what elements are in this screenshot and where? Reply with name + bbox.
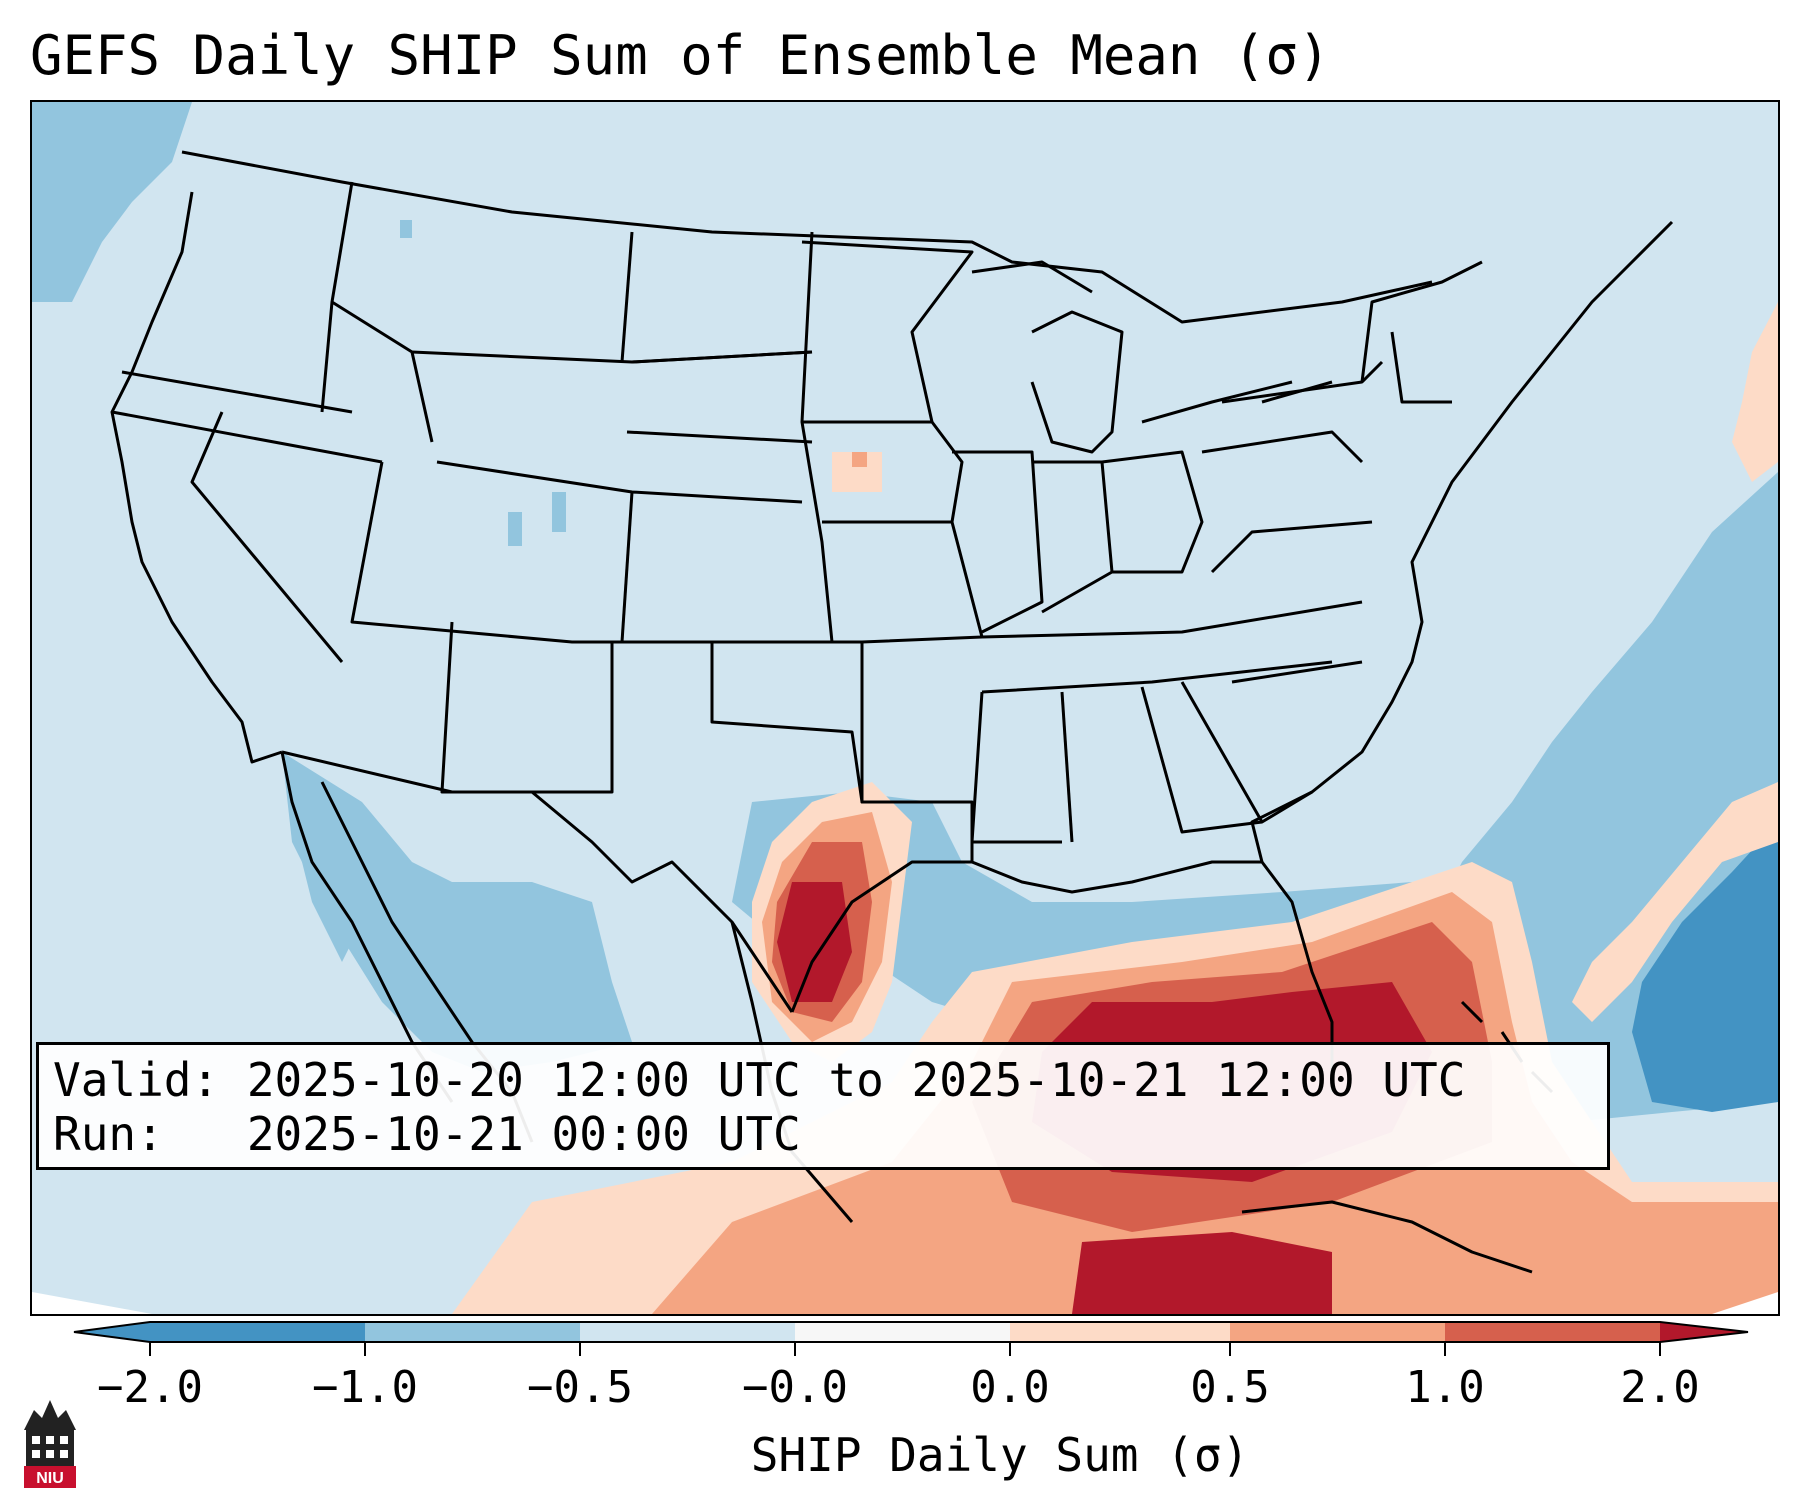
colorbar-tick-7: 1.0 <box>1405 1362 1485 1413</box>
colorbar-segment <box>1445 1322 1660 1342</box>
colorbar-extend-max <box>1660 1322 1748 1342</box>
run-time-line: Run: 2025-10-21 00:00 UTC <box>53 1107 801 1161</box>
colorbar-label: SHIP Daily Sum (σ) <box>750 1428 1250 1482</box>
colorbar-segment <box>365 1322 580 1342</box>
colorbar <box>73 1321 1749 1356</box>
valid-run-infobox: Valid: 2025-10-20 12:00 UTC to 2025-10-2… <box>36 1042 1610 1170</box>
colorbar-tick-2: −1.0 <box>312 1362 418 1413</box>
field-patch-atlantic-core <box>1632 822 1778 1112</box>
field-patch-mexico-cool <box>282 752 632 1072</box>
colorbar-tick-1: −2.0 <box>97 1362 203 1413</box>
colorbar-segment <box>1010 1322 1230 1342</box>
colorbar-tick-3: −0.5 <box>527 1362 633 1413</box>
colorbar-extend-min <box>74 1322 150 1342</box>
field-patch-caribbean-core <box>1072 1232 1332 1314</box>
colorbar-segment <box>795 1322 1010 1342</box>
field-patch-texas-core <box>777 882 852 1002</box>
logo-text: NIU <box>36 1470 64 1487</box>
map-title: GEFS Daily SHIP Sum of Ensemble Mean (σ) <box>30 24 1331 87</box>
field-patch-colorado-a <box>552 492 566 532</box>
colorbar-segment <box>580 1322 795 1342</box>
colorbar-segments <box>73 1321 1749 1356</box>
field-patch-atlantic-warm <box>1572 782 1778 1022</box>
valid-time-line: Valid: 2025-10-20 12:00 UTC to 2025-10-2… <box>53 1053 1466 1107</box>
no-data-corner-right <box>1712 1292 1778 1314</box>
niu-logo: NIU <box>24 1400 76 1488</box>
colorbar-tick-6: 0.5 <box>1190 1362 1270 1413</box>
colorbar-segment <box>1230 1322 1445 1342</box>
field-patch-pacific <box>32 102 192 302</box>
field-patch-colorado-b <box>508 512 522 546</box>
colorbar-segment <box>150 1322 365 1342</box>
colorbar-tick-4: −0.0 <box>742 1362 848 1413</box>
field-patch-montana <box>400 220 412 238</box>
field-patch-northeast-warm <box>1732 302 1778 482</box>
colorbar-tick-8: 2.0 <box>1620 1362 1700 1413</box>
field-patch-iowa-core <box>852 452 867 467</box>
no-data-corner <box>32 1292 152 1314</box>
colorbar-tick-5: 0.0 <box>970 1362 1050 1413</box>
